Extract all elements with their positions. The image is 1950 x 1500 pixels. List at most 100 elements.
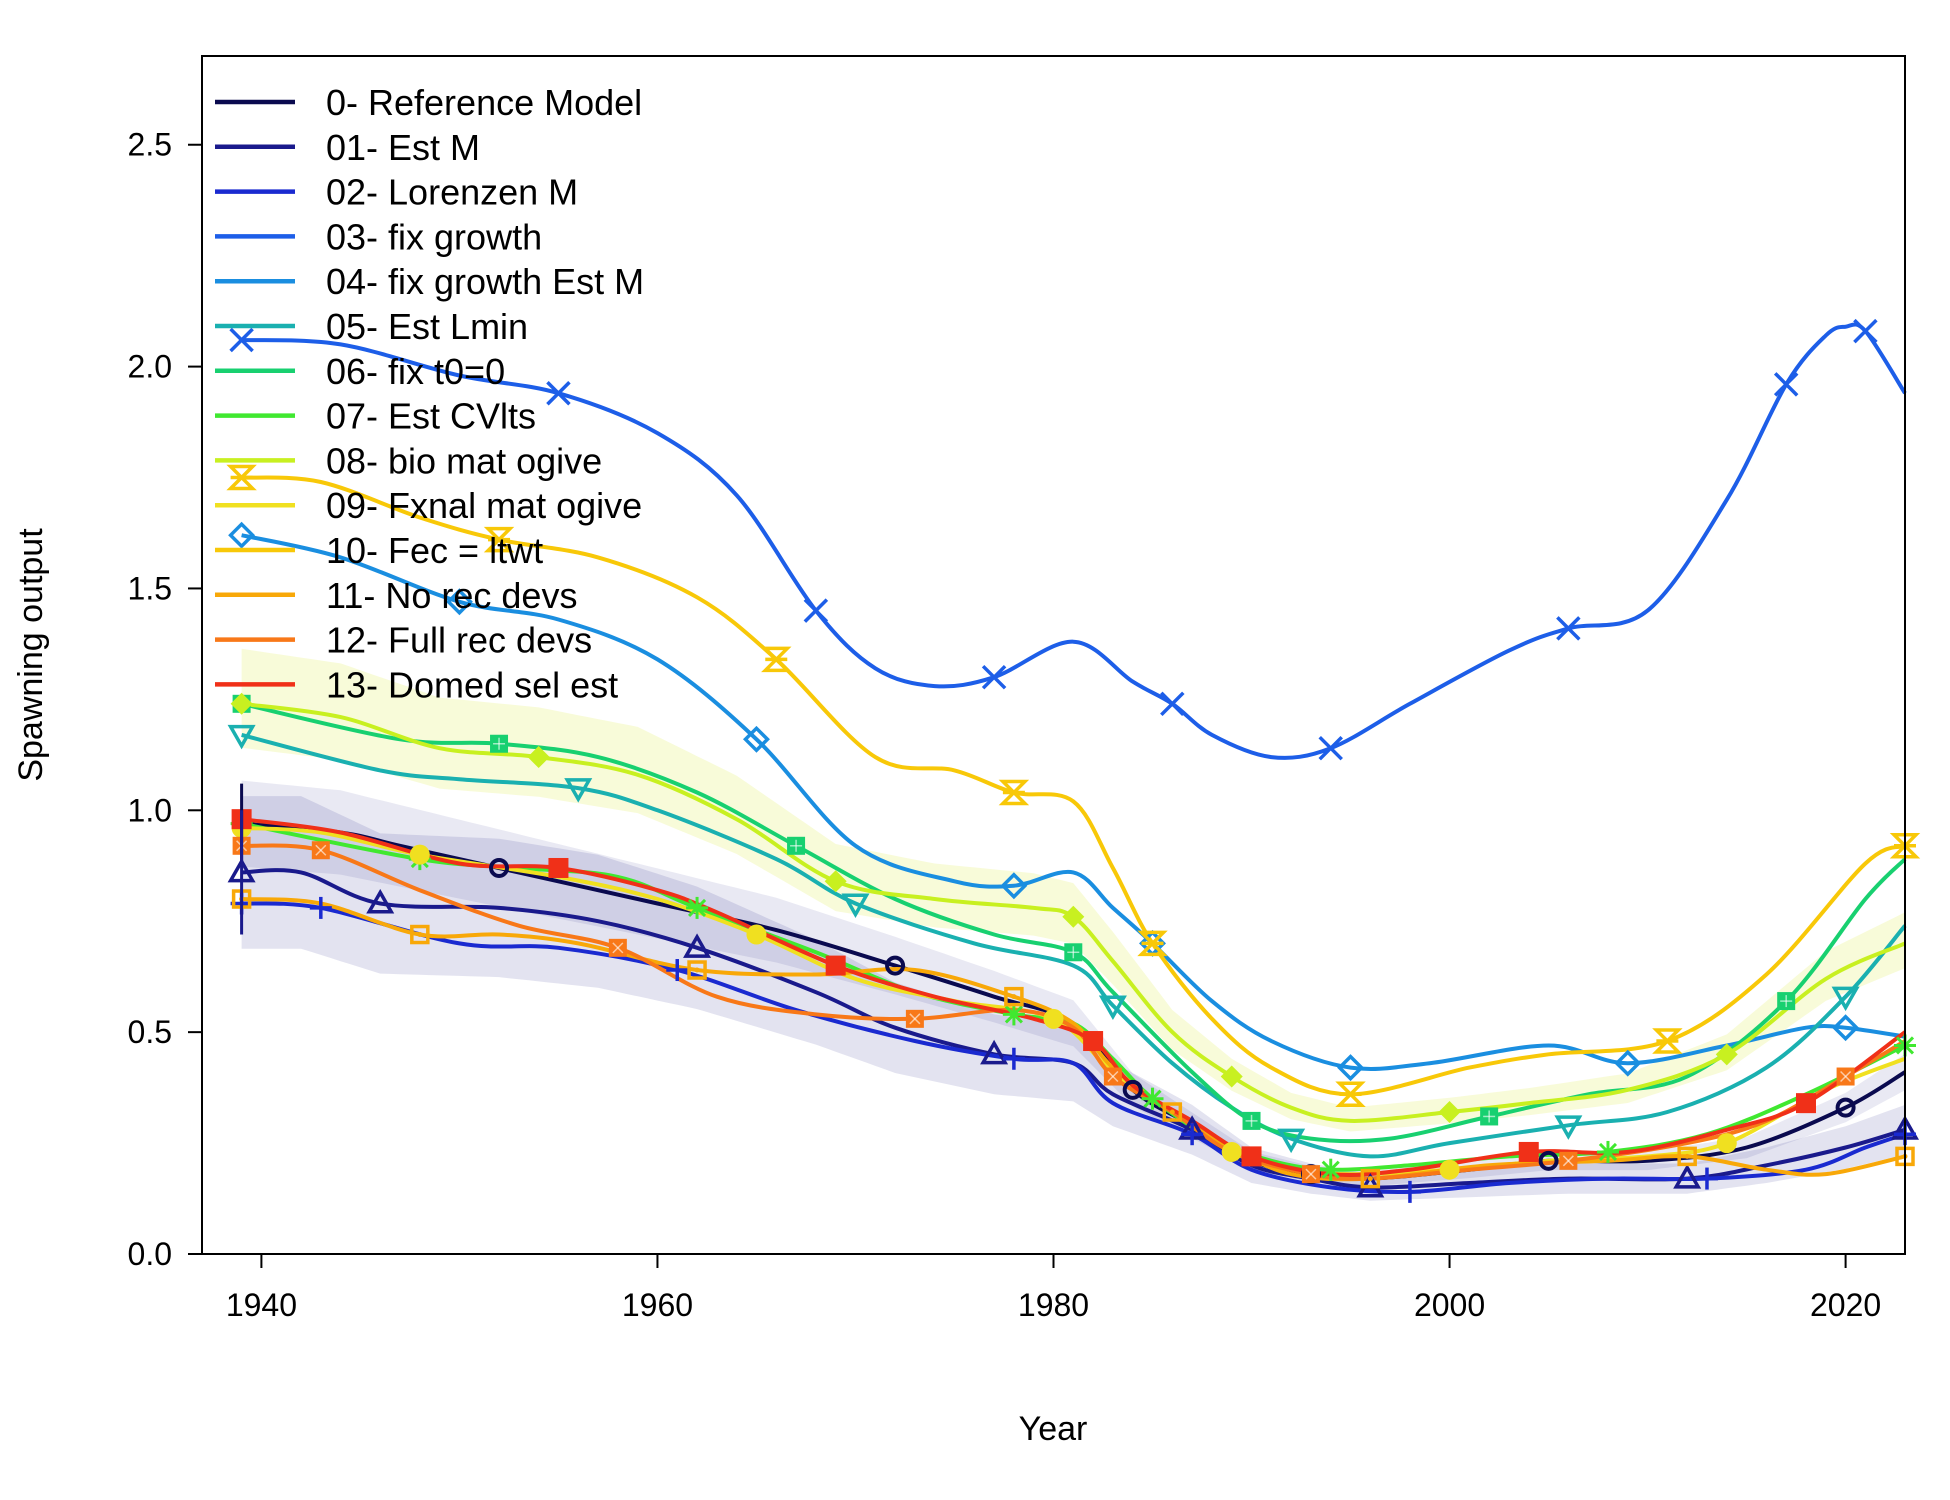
- x-tick-label: 1940: [226, 1287, 297, 1323]
- data-point: [1559, 1151, 1578, 1170]
- x-tick-label: 2020: [1810, 1287, 1881, 1323]
- data-point: [1836, 1067, 1855, 1086]
- data-point: [490, 734, 509, 753]
- data-point: [445, 588, 473, 616]
- data-point: [1318, 735, 1343, 761]
- data-point: [1716, 1133, 1737, 1154]
- data-point: [608, 938, 627, 957]
- data-point: [1795, 1093, 1816, 1114]
- data-point: [1160, 691, 1185, 717]
- data-point: [803, 598, 829, 623]
- legend-label: 12- Full rec devs: [326, 620, 592, 661]
- series-line-4: [241, 533, 1906, 1071]
- y-axis-title: Spawning output: [12, 528, 50, 782]
- data-point: [1319, 1158, 1342, 1181]
- data-point: [410, 924, 430, 945]
- data-point: [409, 844, 430, 865]
- data-point: [1137, 930, 1168, 957]
- data-point: [1002, 1047, 1025, 1070]
- data-point: [1715, 1043, 1738, 1066]
- legend-label: 10- Fec = ltwt: [326, 530, 543, 571]
- data-point: [1242, 1111, 1261, 1130]
- data-point: [1438, 1101, 1461, 1124]
- data-point: [1832, 1014, 1860, 1042]
- data-point: [1853, 318, 1878, 344]
- data-point: [548, 857, 569, 878]
- legend-item: 12- Full rec devs: [215, 620, 592, 661]
- data-point: [980, 1039, 1009, 1065]
- uncertainty-band: [241, 648, 1906, 1132]
- legend-item: 09- Fxnal mat ogive: [215, 485, 642, 526]
- data-point: [1439, 1159, 1460, 1180]
- data-point: [687, 960, 707, 980]
- data-point: [742, 725, 770, 753]
- data-point: [311, 841, 330, 860]
- legend-label: 08- bio mat ogive: [326, 440, 602, 481]
- legend-item: 04- fix growth Est M: [215, 261, 644, 302]
- legend-item: 05- Est Lmin: [215, 306, 528, 347]
- series-line-5: [241, 732, 1907, 1159]
- data-point: [1596, 1140, 1619, 1163]
- data-point: [1221, 1141, 1242, 1162]
- y-tick-label: 1.5: [128, 570, 172, 606]
- data-point: [230, 692, 253, 715]
- data-point: [1554, 1115, 1583, 1140]
- data-point: [309, 896, 332, 919]
- data-point: [1220, 1065, 1243, 1088]
- data-point: [998, 779, 1030, 806]
- data-point: [1835, 1097, 1856, 1118]
- data-point: [227, 724, 256, 750]
- data-point: [1162, 1102, 1183, 1122]
- data-point: [1141, 1087, 1164, 1110]
- x-tick-label: 1980: [1018, 1287, 1089, 1323]
- data-point: [527, 746, 550, 769]
- legend-label: 0- Reference Model: [326, 82, 642, 123]
- data-point: [1777, 992, 1796, 1011]
- data-point: [1337, 1054, 1365, 1082]
- data-point: [1773, 372, 1799, 397]
- data-point: [1673, 1164, 1702, 1189]
- legend-item: 03- fix growth: [215, 216, 542, 257]
- data-point: [229, 327, 254, 353]
- data-point: [1652, 1028, 1683, 1054]
- series-line-6: [241, 701, 1907, 1144]
- legend-label: 02- Lorenzen M: [326, 172, 578, 213]
- legend-label: 07- Est CVlts: [326, 396, 536, 437]
- legend-label: 01- Est M: [326, 127, 480, 168]
- data-point: [228, 521, 256, 549]
- series-line-11: [241, 897, 1906, 1182]
- data-point: [905, 1009, 924, 1028]
- data-point: [1335, 1081, 1366, 1108]
- data-point: [981, 664, 1007, 690]
- data-point: [1538, 1150, 1559, 1171]
- data-point: [1000, 872, 1028, 900]
- data-point: [1831, 986, 1860, 1012]
- data-point: [824, 870, 847, 893]
- data-point: [1301, 1165, 1320, 1184]
- y-axis: 0.0 0.5 1.0 1.5 2.0 2.5: [128, 127, 203, 1272]
- data-point: [1064, 943, 1083, 962]
- series-line-10: [241, 475, 1906, 1097]
- data-point: [761, 646, 792, 673]
- data-point: [1043, 1008, 1064, 1029]
- legend-label: 03- fix growth: [326, 216, 542, 257]
- legend-item: 06- fix t0=0: [215, 351, 505, 392]
- data-point: [366, 888, 395, 914]
- data-point: [885, 955, 906, 976]
- series-lines: [241, 322, 1907, 1195]
- data-point: [483, 526, 515, 553]
- legend-item: 01- Est M: [215, 127, 480, 168]
- plot-frame: [201, 55, 1906, 1255]
- y-tick-label: 2.0: [128, 349, 172, 385]
- y-tick-label: 0.0: [128, 1236, 172, 1272]
- legend-label: 05- Est Lmin: [326, 306, 528, 347]
- legend-label: 09- Fxnal mat ogive: [326, 485, 642, 526]
- x-tick-label: 1960: [622, 1287, 693, 1323]
- data-point: [489, 857, 510, 878]
- data-point: [1122, 1079, 1143, 1100]
- data-point: [546, 380, 571, 406]
- data-point: [1098, 995, 1127, 1021]
- data-point: [1614, 1049, 1642, 1077]
